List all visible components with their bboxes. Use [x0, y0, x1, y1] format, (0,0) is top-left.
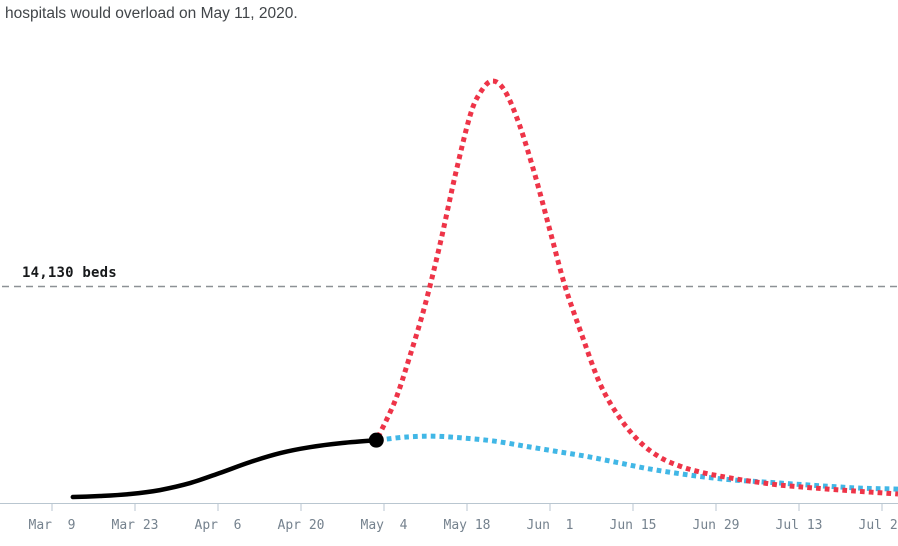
- x-axis-tick-label: Apr 6: [195, 518, 242, 533]
- series-line-red_projection: [375, 78, 898, 497]
- series-line-blue_projection: [377, 433, 898, 492]
- x-axis-tick-label: May 4: [361, 518, 408, 533]
- chart-title: hospitals would overload on May 11, 2020…: [5, 5, 298, 22]
- current-point-marker: [368, 432, 384, 448]
- x-axis-tick-label: Jul 13: [776, 518, 823, 533]
- series-line-historical: [70, 437, 379, 500]
- x-axis-tick-label: Jul 27: [859, 518, 898, 533]
- x-axis-tick-label: Mar 23: [112, 518, 159, 533]
- x-axis-tick-label: Mar 9: [29, 518, 76, 533]
- x-axis-tick-label: Jun 15: [610, 518, 657, 533]
- x-axis-tick-label: May 18: [444, 518, 491, 533]
- x-axis-tick-label: Jun 29: [693, 518, 740, 533]
- x-axis-tick-label: Apr 20: [278, 518, 325, 533]
- x-axis-tick-label: Jun 1: [527, 518, 574, 533]
- threshold-label: 14,130 beds: [22, 265, 117, 281]
